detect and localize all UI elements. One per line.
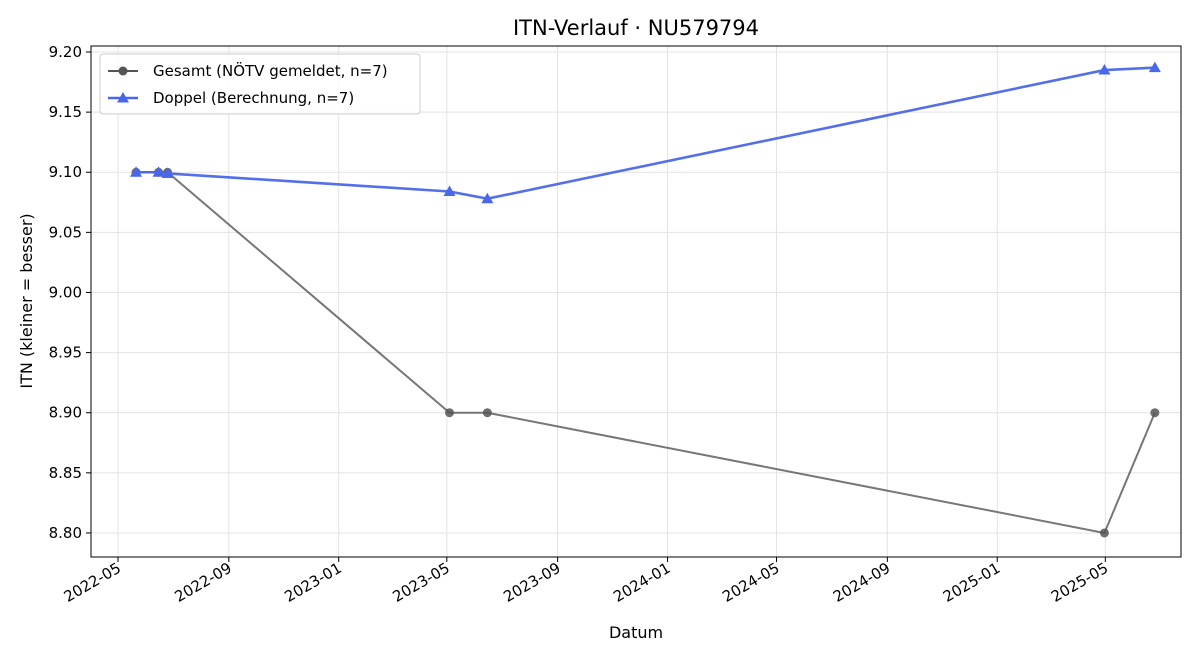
legend-marker [118,66,128,76]
legend-box [99,53,421,115]
data-point [1150,408,1160,418]
series-layer [130,61,1161,538]
data-point [1099,528,1109,538]
legend-marker [117,92,129,103]
x-tick-label: 2022-09 [172,559,235,606]
data-point [443,185,456,196]
x-tick-label: 2024-05 [719,559,782,606]
x-tick-label: 2023-01 [281,559,344,606]
chart-title: ITN-Verlauf · NU579794 [513,16,759,40]
y-tick-label: 8.95 [49,344,82,362]
x-tick-label: 2024-09 [830,559,893,606]
data-point [1148,61,1161,73]
y-tick-label: 8.90 [49,404,82,422]
x-tick-label: 2022-05 [61,559,124,606]
grid-lines [91,46,1181,557]
y-tick-label: 8.80 [49,524,82,542]
data-point [445,408,455,418]
x-tick-label: 2025-05 [1048,559,1111,606]
y-tick-label: 8.85 [49,464,82,482]
x-tick-label: 2023-05 [390,559,453,606]
series-2 [130,61,1161,204]
x-axis-label: Datum [609,623,663,642]
data-point [481,192,494,204]
x-tick-label: 2024-01 [610,559,673,606]
data-point [161,167,174,178]
y-axis-label: ITN (kleiner = besser) [17,213,36,388]
legend-label: Doppel (Berechnung, n=7) [153,89,354,107]
axes: 8.80 8.85 8.90 8.95 9.00 9.05 9.10 9.15 9.20 2022… [49,43,1112,606]
legend-label: Gesamt (NÖTV gemeldet, n=7) [153,61,388,80]
data-point [482,408,492,418]
x-tick-label: 2023-09 [500,559,563,606]
y-tick-label: 9.10 [49,163,82,181]
x-tick-label: 2025-01 [940,559,1003,606]
y-tick-label: 9.00 [49,283,82,301]
y-tick-label: 9.15 [49,103,82,121]
data-point [1098,64,1111,75]
y-tick-label: 9.05 [49,223,82,241]
legend: Gesamt (NÖTV gemeldet, n=7) Doppel (Berec… [99,53,421,115]
plot-frame [90,45,1182,558]
data-point [152,166,165,177]
y-tick-label: 9.20 [49,43,82,61]
data-point [130,166,143,177]
